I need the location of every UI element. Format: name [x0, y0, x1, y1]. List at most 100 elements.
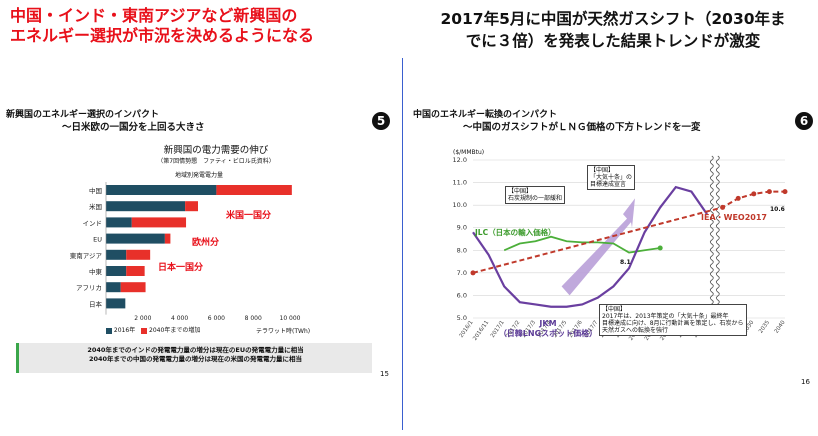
iea-forecast-point — [735, 195, 741, 201]
jkm-series-label: JKM （日韓LNGスポット価格） — [493, 319, 603, 339]
jlc-line — [503, 235, 661, 254]
x-tick-label: 2040 — [774, 319, 787, 334]
note-line2: 2040年までの中国の発電電力量の増分は現在の米国の発電電力量に相当 — [88, 355, 303, 363]
iea-forecast-point — [751, 191, 757, 197]
chart-axis-title: 地域別発電電力量 — [175, 172, 224, 179]
axis-break-line — [715, 155, 720, 325]
right-slide-title: 中国のエネルギー転換のインパクト — [413, 110, 558, 120]
legend-swatch-increase — [141, 327, 148, 334]
jkm-label-line2: （日韓LNGスポット価格） — [498, 329, 598, 338]
callout-gas-line2: 2017年は、2013年策定の「大気十条」最終年 — [602, 313, 729, 320]
trend-arrow — [561, 198, 635, 296]
callout-target-line2: 「大気十条」の — [590, 174, 633, 181]
legend-swatch-2016 — [106, 327, 112, 334]
annotation-eu: 欧州分 — [192, 238, 220, 248]
iea-series-label: IEA・WEO2017 — [701, 213, 767, 222]
right-page-number: 16 — [801, 378, 810, 386]
callout-gas-line3: 目標達成に向け、8月に行動計画を策定し、石炭から — [602, 320, 744, 327]
y-tick-label: 9.0 — [457, 224, 467, 232]
bar-x-tick: 4 000 — [171, 315, 188, 322]
bar-2016 — [106, 217, 132, 228]
callout-gas-line4: 天然ガスへの転換を強行 — [602, 327, 669, 334]
bar-category-label: 米国 — [89, 202, 102, 211]
bar-category-label: 日本 — [89, 299, 103, 308]
bar-increase — [164, 233, 171, 244]
bar-2016 — [106, 185, 217, 195]
chart-source: （第7回情勢懇 ファティ・ビロル氏資料） — [157, 158, 275, 165]
bar-2016 — [106, 298, 126, 309]
left-headline: 中国・インド・東南アジアなど新興国の エネルギー選択が市況を決めるようになる — [10, 6, 370, 46]
bar-category-label: 東南アジア — [70, 251, 103, 260]
unit-label: テラワット時(TWh) — [256, 328, 311, 335]
right-slide: 中国のエネルギー転換のインパクト ～中国のガスシフトがＬＮＧ価格の下方トレンドを… — [403, 100, 818, 430]
note-line1: 2040年までのインドの発電電力量の増分は現在のEUの発電電力量に相当 — [87, 346, 304, 354]
jkm-label-line1: JKM — [539, 319, 557, 328]
left-headline-line1: 中国・インド・東南アジアなど新興国の — [10, 6, 298, 25]
x-tick-label: 2016/1 — [459, 320, 475, 339]
bar-increase — [185, 201, 198, 212]
jlc-end-value: 8.1 — [620, 259, 631, 266]
bar-category-label: アフリカ — [76, 284, 102, 292]
left-page-number: 15 — [380, 370, 389, 378]
bar-increase — [126, 249, 151, 260]
y-tick-label: 6.0 — [457, 291, 467, 299]
callout-coal-relaxation: 【中国】 石炭規制の一部緩和 — [505, 186, 566, 204]
chart-heading: 新興国の電力需要の伸び — [163, 145, 269, 156]
annotation-us: 米国一国分 — [226, 211, 272, 221]
bar-2016 — [106, 282, 121, 293]
lng-price-chart: 5.0 6.0 7.0 8.0 9.0 10.0 11.0 12.0 2016/12016/11… — [453, 155, 788, 342]
left-slide-title: 新興国のエネルギー選択のインパクト — [6, 110, 160, 120]
legend-2016: 2016年 — [113, 327, 136, 334]
x-tick-label: 2035 — [758, 319, 771, 334]
left-headline-line2: エネルギー選択が市況を決めるようになる — [10, 26, 315, 45]
y-tick-label: 8.0 — [457, 246, 467, 254]
x-tick-label: 2016/11 — [472, 320, 490, 342]
bar-category-label: 中国 — [89, 186, 102, 195]
iea-forecast-line — [472, 190, 785, 274]
callout-target-line3: 目標達成宣言 — [590, 181, 627, 188]
iea-forecast-point — [782, 189, 788, 195]
bar-x-tick: 6 000 — [208, 315, 225, 322]
iea-end-value: 10.6 — [770, 206, 785, 213]
bar-category-label: EU — [93, 236, 102, 244]
callout-gas-line1: 【中国】 — [602, 306, 627, 313]
jlc-end-point — [657, 245, 663, 251]
right-headline-line1: 2017年5月に中国が天然ガスシフト（2030年ま — [440, 10, 786, 28]
slide-number-badge: 5 — [372, 112, 390, 130]
callout-target-declared: 【中国】 「大気十条」の 目標達成宣言 — [587, 165, 636, 190]
jkm-line — [472, 185, 708, 308]
y-tick-label: 5.0 — [457, 314, 467, 322]
bar-x-tick: 10 000 — [280, 315, 301, 322]
slide-divider — [402, 58, 403, 430]
right-headline: 2017年5月に中国が天然ガスシフト（2030年ま でに３倍）を発表した結果トレ… — [418, 8, 808, 52]
callout-coal-line2: 石炭規制の一部緩和 — [508, 195, 563, 202]
axis-break-line — [709, 155, 714, 325]
y-tick-label: 11.0 — [453, 179, 467, 187]
price-unit-label: ($/MMBtu) — [453, 149, 485, 156]
annotation-japan: 日本一国分 — [158, 263, 204, 273]
iea-forecast-point — [470, 270, 476, 276]
bar-2016 — [106, 266, 127, 276]
bar-category-label: インド — [83, 219, 103, 227]
summary-note: 2040年までのインドの発電電力量の増分は現在のEUの発電電力量に相当 2040… — [16, 343, 372, 373]
y-tick-label: 7.0 — [457, 269, 467, 277]
right-slide-subtitle: ～中国のガスシフトがＬＮＧ価格の下方トレンドを一変 — [463, 122, 701, 133]
callout-target-line1: 【中国】 — [590, 167, 615, 174]
y-tick-label: 10.0 — [453, 201, 467, 209]
right-headline-line2: でに３倍）を発表した結果トレンドが激変 — [465, 32, 761, 50]
callout-coal-line1: 【中国】 — [508, 188, 533, 195]
iea-forecast-point — [766, 189, 772, 195]
bar-2016 — [106, 201, 186, 212]
bar-2016 — [106, 249, 127, 260]
bar-x-tick: 8 000 — [245, 315, 262, 322]
y-tick-label: 12.0 — [453, 156, 467, 164]
chart-legend: 2016年 2040年までの増加 — [106, 325, 200, 334]
chart-heading-block: 新興国の電力需要の伸び （第7回情勢懇 ファティ・ビロル氏資料） — [0, 142, 402, 165]
left-slide: 新興国のエネルギー選択のインパクト ～日米欧の一国分を上回る大きさ 5 新興国の… — [0, 100, 402, 430]
bar-increase — [126, 266, 145, 276]
left-slide-subtitle: ～日米欧の一国分を上回る大きさ — [62, 122, 205, 133]
bar-category-label: 中東 — [89, 267, 103, 276]
legend-increase: 2040年までの増加 — [149, 327, 201, 334]
bar-increase — [131, 217, 187, 228]
